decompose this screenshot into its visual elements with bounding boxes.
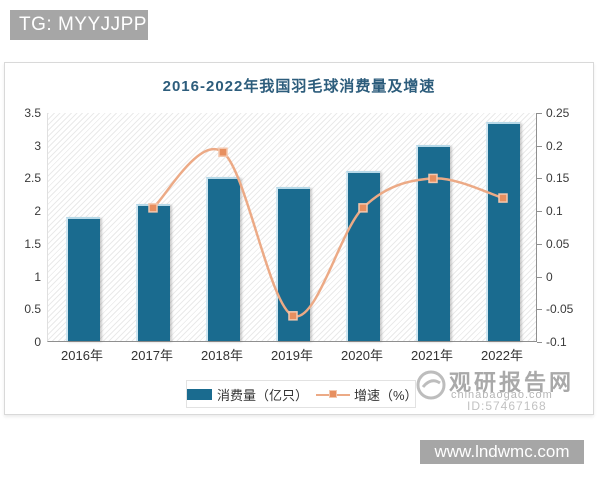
growth-line	[152, 148, 504, 318]
right-axis-tick-mark	[537, 178, 542, 180]
right-axis-tick-mark	[537, 211, 542, 213]
x-axis-label: 2018年	[201, 348, 243, 363]
top-left-watermark-text: TG: MYYJJPP	[19, 14, 147, 35]
left-axis-tick-label: 1.5	[24, 236, 41, 251]
right-axis-tick-label: 0.25	[546, 106, 570, 120]
legend-line-marker-icon	[316, 389, 351, 400]
legend-growth-label: 增速（%）	[354, 387, 418, 403]
x-axis-label: 2017年	[131, 348, 173, 363]
right-axis-tick-label: -0.1	[546, 335, 567, 349]
right-axis-tick-mark	[537, 309, 542, 311]
bar-2017年	[136, 204, 170, 341]
x-axis-label: 2021年	[411, 348, 453, 363]
bottom-right-watermark-badge: www.lndwmc.com	[420, 440, 584, 464]
legend-item-consumption: 消费量（亿只）	[187, 385, 308, 404]
right-axis-tick-label: 0.15	[546, 171, 570, 186]
top-left-watermark-badge: TG: MYYJJPP	[10, 10, 148, 40]
growth-marker	[148, 203, 158, 213]
growth-marker	[218, 147, 228, 158]
legend-item-growth: 增速（%）	[316, 385, 418, 404]
x-axis-label: 2019年	[271, 348, 313, 363]
right-axis-tick-label: 0.2	[546, 138, 563, 153]
growth-marker	[428, 173, 438, 184]
chart-title: 2016-2022年我国羽毛球消费量及增速	[162, 78, 436, 95]
legend: 消费量（亿只） 增速（%）	[186, 380, 418, 408]
right-axis-tick-label: 0.05	[546, 236, 570, 251]
right-axis-tick-label: -0.05	[546, 302, 574, 317]
bar-2018年	[206, 177, 240, 341]
left-axis-tick-label: 3	[34, 138, 41, 153]
plot-area	[47, 113, 537, 342]
left-axis-tick-label: 3.5	[24, 106, 41, 120]
x-axis-label: 2020年	[341, 348, 383, 363]
legend-bar-swatch-icon	[187, 388, 212, 400]
bar-2016年	[66, 217, 100, 341]
chart-card: 2016-2022年我国羽毛球消费量及增速 消费量（亿只） 增速（%） 观研报告…	[4, 62, 594, 415]
bar-2022年	[486, 122, 520, 341]
right-axis-tick-mark	[537, 145, 542, 147]
growth-marker	[358, 203, 368, 213]
x-axis-label: 2022年	[481, 348, 523, 363]
watermark-site-url: chinabaogao.com	[451, 389, 553, 401]
right-axis-tick-label: 0	[546, 269, 553, 284]
watermark-logo-icon	[416, 370, 446, 400]
right-axis-tick-mark	[537, 113, 542, 114]
right-axis-tick-label: 0.1	[546, 204, 563, 219]
left-axis-tick-label: 2.5	[24, 171, 41, 186]
left-axis-tick-label: 2	[34, 204, 41, 219]
right-axis-tick-mark	[537, 342, 542, 343]
growth-line-layer	[148, 147, 508, 321]
left-axis-tick-label: 0	[34, 335, 41, 349]
growth-marker	[498, 193, 508, 203]
bottom-right-watermark-text: www.lndwmc.com	[434, 442, 570, 461]
left-axis-tick-label: 0.5	[24, 302, 41, 317]
legend-consumption-label: 消费量（亿只）	[216, 387, 308, 403]
left-axis-tick-label: 1	[34, 269, 41, 284]
right-axis-tick-mark	[537, 243, 542, 245]
right-axis-tick-mark	[537, 276, 542, 278]
growth-marker	[288, 311, 298, 321]
x-axis-label: 2016年	[61, 348, 103, 363]
watermark-id: ID:57467168	[467, 399, 547, 413]
watermark-site-name: 观研报告网	[449, 370, 575, 395]
